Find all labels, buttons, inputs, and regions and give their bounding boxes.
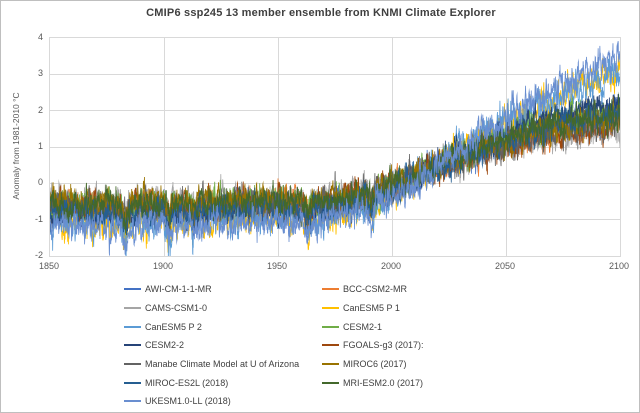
legend-item[interactable]: CESM2-2 xyxy=(124,340,322,350)
ensemble-lines-canvas xyxy=(50,38,620,256)
legend-swatch-icon xyxy=(322,307,339,310)
x-tick-label: 2050 xyxy=(494,261,516,271)
x-tick-label: 2100 xyxy=(608,261,630,271)
legend-item[interactable]: Manabe Climate Model at U of Arizona xyxy=(124,359,322,369)
legend-item[interactable]: CAMS-CSM1-0 xyxy=(124,303,322,313)
legend-swatch-icon xyxy=(124,381,141,384)
legend-label: MIROC6 (2017) xyxy=(343,359,407,370)
legend-item[interactable]: BCC-CSM2-MR xyxy=(322,284,562,294)
chart-title: CMIP6 ssp245 13 member ensemble from KNM… xyxy=(146,7,496,19)
legend-swatch-icon xyxy=(124,307,141,310)
legend-label: MRI-ESM2.0 (2017) xyxy=(343,377,424,388)
y-tick-label: 3 xyxy=(37,68,43,78)
legend-swatch-icon xyxy=(124,344,141,347)
legend-swatch-icon xyxy=(322,381,339,384)
x-tick-label: 1900 xyxy=(152,261,174,271)
legend-swatch-icon xyxy=(124,325,141,328)
legend-item[interactable]: CanESM5 P 2 xyxy=(124,322,322,332)
legend-item[interactable]: MRI-ESM2.0 (2017) xyxy=(322,378,562,388)
legend-item[interactable]: CanESM5 P 1 xyxy=(322,303,562,313)
x-tick-label: 2000 xyxy=(380,261,402,271)
legend-item[interactable]: AWI-CM-1-1-MR xyxy=(124,284,322,294)
legend-label: UKESM1.0-LL (2018) xyxy=(145,396,231,407)
legend-swatch-icon xyxy=(322,325,339,328)
legend-item[interactable]: MIROC-ES2L (2018) xyxy=(124,378,322,388)
legend-label: CAMS-CSM1-0 xyxy=(145,303,208,314)
legend-swatch-icon xyxy=(124,400,141,403)
y-tick-label: 4 xyxy=(37,32,43,42)
x-tick-label: 1850 xyxy=(38,261,60,271)
legend-swatch-icon xyxy=(322,363,339,366)
legend-label: CanESM5 P 1 xyxy=(343,303,400,314)
legend-swatch-icon xyxy=(124,288,141,291)
y-tick-label: 0 xyxy=(37,177,43,187)
chart-legend: AWI-CM-1-1-MR BCC-CSM2-MR CAMS-CSM1-0 Ca… xyxy=(124,280,562,411)
legend-label: CESM2-1 xyxy=(343,321,383,332)
legend-swatch-icon xyxy=(124,363,141,366)
y-tick-label: 2 xyxy=(37,105,43,115)
legend-swatch-icon xyxy=(322,288,339,291)
legend-label: AWI-CM-1-1-MR xyxy=(145,284,212,295)
legend-label: BCC-CSM2-MR xyxy=(343,284,407,295)
legend-swatch-icon xyxy=(322,344,339,347)
legend-label: MIROC-ES2L (2018) xyxy=(145,377,229,388)
legend-label: CESM2-2 xyxy=(145,340,185,351)
legend-label: Manabe Climate Model at U of Arizona xyxy=(145,359,300,370)
legend-item[interactable]: CESM2-1 xyxy=(322,322,562,332)
legend-item[interactable]: FGOALS-g3 (2017): xyxy=(322,340,562,350)
y-tick-label: -2 xyxy=(34,250,43,260)
legend-label: FGOALS-g3 (2017): xyxy=(343,340,424,351)
y-tick-label: 1 xyxy=(37,141,43,151)
x-tick-label: 1950 xyxy=(266,261,288,271)
legend-item[interactable]: UKESM1.0-LL (2018) xyxy=(124,396,322,406)
plot-area xyxy=(49,37,621,257)
legend-item[interactable]: MIROC6 (2017) xyxy=(322,359,562,369)
y-tick-label: -1 xyxy=(34,214,43,224)
legend-label: CanESM5 P 2 xyxy=(145,321,202,332)
